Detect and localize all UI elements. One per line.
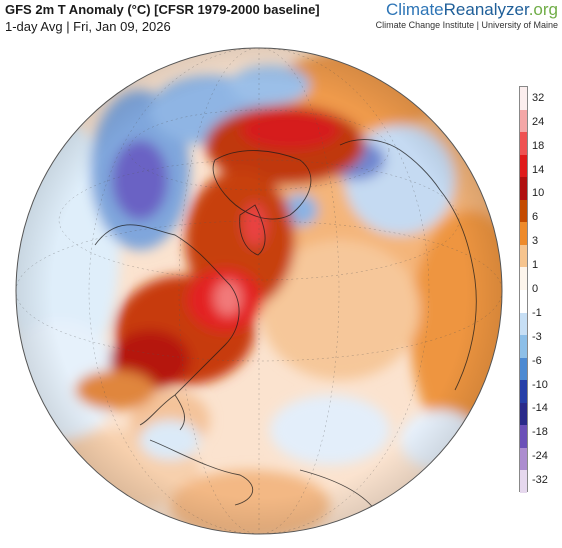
legend-label: -6 (532, 354, 542, 367)
legend-swatch (520, 312, 527, 336)
map-title: GFS 2m T Anomaly (°C) [CFSR 1979-2000 ba… (5, 2, 320, 17)
legend-color-bar (519, 86, 528, 494)
legend-label: 6 (532, 211, 539, 224)
brand-part1: Climate (386, 0, 444, 19)
legend-label: 18 (532, 139, 545, 152)
legend-swatch (520, 244, 527, 268)
legend-swatch (520, 290, 527, 314)
legend-label: 3 (532, 235, 539, 248)
legend-label: 1 (532, 259, 539, 272)
legend-swatch (520, 357, 527, 381)
globe-outline (15, 47, 503, 535)
legend-label: -14 (532, 402, 548, 415)
legend-swatch (520, 199, 527, 223)
legend-swatch (520, 87, 527, 111)
legend-swatch (520, 380, 527, 404)
legend-label: 24 (532, 115, 545, 128)
legend-swatch (520, 109, 527, 133)
brand-logo[interactable]: ClimateReanalyzer.org (386, 0, 558, 20)
legend-label: -24 (532, 450, 548, 463)
legend-swatch (520, 132, 527, 156)
legend-label: -32 (532, 474, 548, 487)
legend-swatch (520, 425, 527, 449)
brand-subtitle: Climate Change Institute | University of… (375, 20, 558, 30)
map-subtitle: 1-day Avg | Fri, Jan 09, 2026 (5, 19, 171, 34)
globe-field (16, 48, 502, 534)
brand-part3: .org (528, 0, 558, 19)
legend-swatch (520, 470, 527, 494)
legend-swatch (520, 177, 527, 201)
brand-part2: Reanalyzer (443, 0, 529, 19)
legend-label: -1 (532, 306, 542, 319)
legend-swatch (520, 447, 527, 471)
legend-label: 32 (532, 91, 545, 104)
legend-label: -18 (532, 426, 548, 439)
legend-swatch (520, 335, 527, 359)
color-legend: 32 24 18 14 10 6 3 1 0 -1 -3 -6 -10 -14 -18 -24 -32 (519, 86, 561, 494)
legend-swatch (520, 222, 527, 246)
legend-label: 0 (532, 283, 539, 295)
legend-label: 14 (532, 163, 545, 176)
legend-label: -10 (532, 378, 548, 391)
legend-label: -3 (532, 330, 542, 343)
legend-swatch (520, 154, 527, 178)
legend-swatch (520, 267, 527, 291)
legend-swatch (520, 402, 527, 426)
legend-label: 10 (532, 187, 545, 200)
